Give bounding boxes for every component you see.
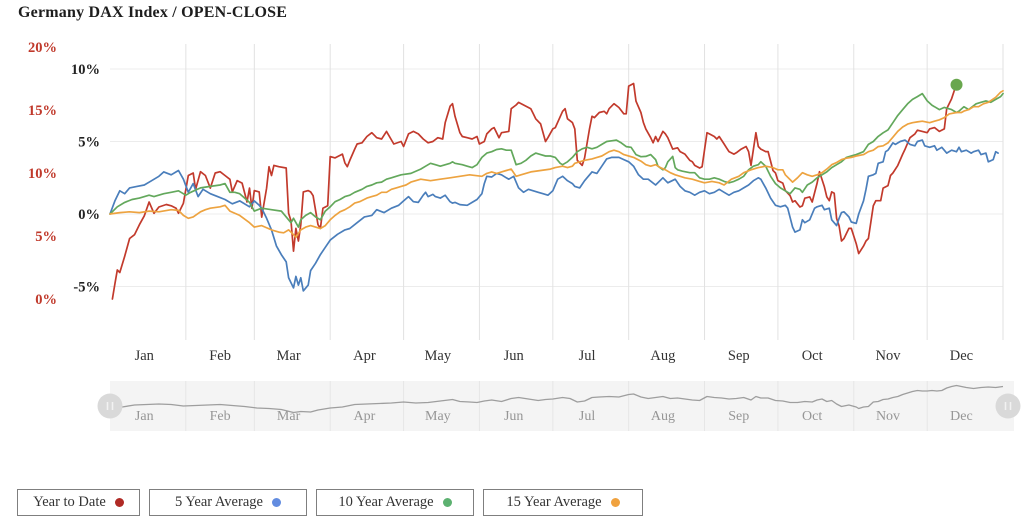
x-axis-month-label: Aug xyxy=(650,348,675,364)
legend-item-year-to-date[interactable]: Year to Date xyxy=(17,489,140,516)
page-title: Germany DAX Index / OPEN-CLOSE xyxy=(18,4,288,21)
series-line-15-year-average xyxy=(109,89,1004,239)
x-axis-month-label: Dec xyxy=(950,348,973,364)
navigator-series-line xyxy=(109,384,1004,414)
inner-axis-tick: 0% xyxy=(78,207,100,223)
last-point-marker xyxy=(950,78,963,91)
x-axis-month-label: Jun xyxy=(504,348,525,364)
navigator-month-label: Oct xyxy=(802,409,822,424)
x-axis-month-label: Sep xyxy=(728,348,750,364)
legend-color-dot xyxy=(271,498,281,507)
legend: Year to Date 5 Year Average 10 Year Averag… xyxy=(17,489,643,516)
legend-color-dot xyxy=(610,498,620,507)
legend-label: 15 Year Average xyxy=(506,494,602,510)
legend-item-10-year-average[interactable]: 10 Year Average xyxy=(316,489,474,516)
x-axis-month-label: Nov xyxy=(876,348,902,364)
navigator-month-label: Dec xyxy=(950,409,973,424)
x-axis-month-label: Mar xyxy=(277,348,301,364)
x-axis-month-label: Oct xyxy=(802,348,823,364)
navigator-month-label: Nov xyxy=(876,409,900,424)
x-axis-month-label: Jul xyxy=(579,348,596,364)
legend-item-5-year-average[interactable]: 5 Year Average xyxy=(149,489,307,516)
navigator-month-label: Feb xyxy=(210,409,231,424)
series-line-5-year-average xyxy=(109,139,999,292)
inner-axis-tick: -5% xyxy=(73,280,100,296)
left-axis-tick: 15% xyxy=(28,103,57,119)
x-axis-month-label: Feb xyxy=(209,348,231,364)
legend-color-dot xyxy=(114,498,124,507)
navigator-month-label: May xyxy=(425,409,451,424)
navigator-handle-left[interactable] xyxy=(97,393,123,419)
left-axis-tick: 10% xyxy=(28,166,57,182)
navigator-month-label: Apr xyxy=(354,409,376,424)
navigator-month-label: Jan xyxy=(135,409,154,424)
x-axis-month-label: May xyxy=(425,348,452,364)
navigator-handle-right[interactable] xyxy=(995,393,1021,419)
x-axis-month-label: Apr xyxy=(353,348,376,364)
series-line-10-year-average xyxy=(109,92,1004,228)
legend-label: Year to Date xyxy=(33,494,106,510)
navigator-month-label: Sep xyxy=(728,409,749,424)
left-axis-tick: 0% xyxy=(35,292,57,308)
left-axis-tick: 5% xyxy=(35,229,57,245)
navigator-month-label: Aug xyxy=(651,409,675,424)
legend-label: 5 Year Average xyxy=(175,494,263,510)
navigator-track[interactable] xyxy=(110,381,1014,431)
x-axis-month-label: Jan xyxy=(135,348,155,364)
legend-label: 10 Year Average xyxy=(338,494,434,510)
series-line-year-to-date xyxy=(111,82,958,300)
inner-axis-tick: 10% xyxy=(71,62,100,78)
navigator-month-label: Jul xyxy=(579,409,595,424)
inner-axis-tick: 5% xyxy=(78,135,100,151)
legend-item-15-year-average[interactable]: 15 Year Average xyxy=(483,489,643,516)
legend-color-dot xyxy=(442,498,452,507)
line-chart[interactable]: 20% 15% 10% 5% 0% 10% 5% 0% -5% Jan Feb Mar Apr May Ju… xyxy=(0,0,1024,470)
navigator-month-label: Jun xyxy=(504,409,523,424)
left-axis-tick: 20% xyxy=(28,40,57,56)
